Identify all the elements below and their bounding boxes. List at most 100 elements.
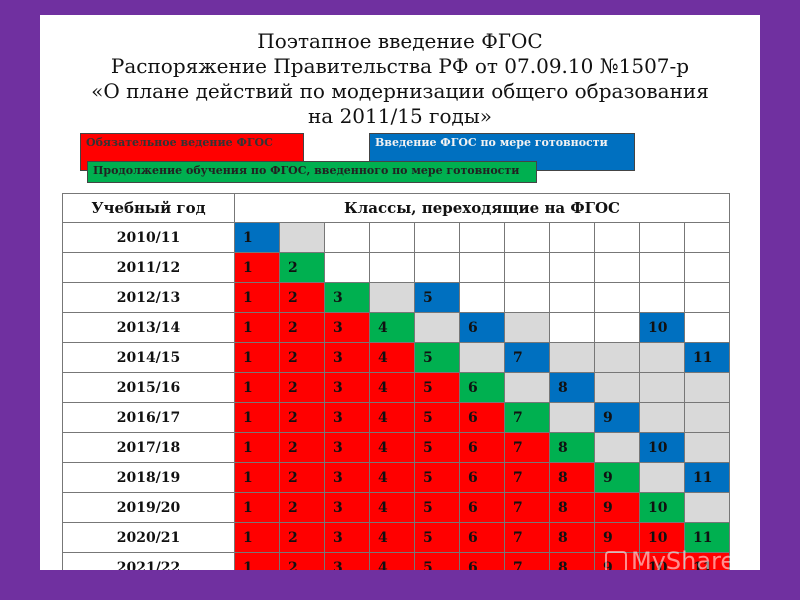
class-cell: [594, 372, 640, 403]
class-cell: [594, 222, 640, 253]
class-cell: 2: [279, 282, 325, 313]
table-header-row: Учебный год Классы, переходящие на ФГОС: [62, 193, 730, 223]
class-cell: 2: [279, 312, 325, 343]
watermark: MyShared: [605, 547, 750, 570]
class-cell: 1: [234, 222, 280, 253]
year-cell: 2013/14: [62, 312, 235, 343]
class-cell: [549, 342, 595, 373]
myshared-logo-icon: [605, 551, 627, 570]
class-cell: [684, 312, 730, 343]
class-cell: 8: [549, 462, 595, 493]
class-cell: 1: [234, 552, 280, 570]
class-cell: 11: [684, 462, 730, 493]
fgos-table: Учебный год Классы, переходящие на ФГОС …: [62, 193, 730, 570]
class-cell: [549, 222, 595, 253]
class-cell: 5: [414, 282, 460, 313]
table-row: 2017/18 1 2 3 4 5 6 7 8 10: [62, 432, 730, 463]
class-cell: 8: [549, 372, 595, 403]
class-cell: [459, 222, 505, 253]
class-cell: [279, 222, 325, 253]
class-cell: [684, 372, 730, 403]
class-cell: 2: [279, 432, 325, 463]
class-cell: 4: [369, 312, 415, 343]
class-cell: [684, 402, 730, 433]
class-cell: 8: [549, 522, 595, 553]
watermark-text: MyShared: [631, 547, 751, 570]
class-cell: 7: [504, 342, 550, 373]
class-cell: [549, 312, 595, 343]
class-cell: 8: [549, 492, 595, 523]
class-cell: [459, 282, 505, 313]
class-cell: 8: [549, 552, 595, 570]
class-cell: [414, 252, 460, 283]
class-cell: 5: [414, 462, 460, 493]
class-cell: 4: [369, 462, 415, 493]
table-row: 2014/15 1 2 3 4 5 7 11: [62, 342, 730, 373]
year-cell: 2019/20: [62, 492, 235, 523]
class-cell: [639, 372, 685, 403]
class-cell: 2: [279, 252, 325, 283]
table-row: 2018/19 1 2 3 4 5 6 7 8 9 11: [62, 462, 730, 493]
class-cell: 5: [414, 342, 460, 373]
class-cell: [414, 222, 460, 253]
class-cell: 4: [369, 342, 415, 373]
year-cell: 2014/15: [62, 342, 235, 373]
class-cell: 2: [279, 522, 325, 553]
slide-title: Поэтапное введение ФГОС Распоряжение Пра…: [40, 29, 760, 129]
class-cell: [639, 282, 685, 313]
year-cell: 2012/13: [62, 282, 235, 313]
year-cell: 2021/22: [62, 552, 235, 570]
class-cell: 9: [594, 522, 640, 553]
class-cell: 1: [234, 372, 280, 403]
class-cell: [594, 252, 640, 283]
table-row: 2020/21 1 2 3 4 5 6 7 8 9 10 11: [62, 522, 730, 553]
class-cell: 5: [414, 432, 460, 463]
class-cell: 7: [504, 462, 550, 493]
class-cell: 7: [504, 432, 550, 463]
slide: Поэтапное введение ФГОС Распоряжение Пра…: [40, 15, 760, 570]
class-cell: 5: [414, 552, 460, 570]
class-cell: 1: [234, 432, 280, 463]
title-line-3: «О плане действий по модернизации общего…: [91, 79, 709, 103]
class-cell: 5: [414, 492, 460, 523]
class-cell: [639, 342, 685, 373]
class-cell: 1: [234, 462, 280, 493]
class-cell: 1: [234, 402, 280, 433]
class-cell: 2: [279, 402, 325, 433]
class-cell: 8: [549, 432, 595, 463]
title-line-2: Распоряжение Правительства РФ от 07.09.1…: [110, 54, 690, 78]
class-cell: [639, 252, 685, 283]
class-cell: [594, 432, 640, 463]
year-cell: 2018/19: [62, 462, 235, 493]
class-cell: [504, 252, 550, 283]
class-cell: 9: [594, 492, 640, 523]
class-cell: 6: [459, 402, 505, 433]
class-cell: 2: [279, 372, 325, 403]
class-cell: 3: [324, 402, 370, 433]
class-cell: [594, 282, 640, 313]
year-cell: 2015/16: [62, 372, 235, 403]
class-cell: 1: [234, 522, 280, 553]
class-cell: 10: [639, 432, 685, 463]
class-cell: [639, 222, 685, 253]
class-cell: 3: [324, 282, 370, 313]
header-year: Учебный год: [62, 193, 235, 223]
class-cell: 5: [414, 372, 460, 403]
title-line-1: Поэтапное введение ФГОС: [257, 29, 543, 53]
class-cell: [459, 252, 505, 283]
year-cell: 2011/12: [62, 252, 235, 283]
class-cell: 3: [324, 432, 370, 463]
class-cell: 9: [594, 462, 640, 493]
class-cell: 3: [324, 372, 370, 403]
class-cell: [594, 312, 640, 343]
class-cell: [684, 282, 730, 313]
class-cell: [504, 372, 550, 403]
class-cell: 4: [369, 552, 415, 570]
class-cell: 5: [414, 402, 460, 433]
class-cell: 6: [459, 462, 505, 493]
class-cell: 3: [324, 312, 370, 343]
table-row: 2013/14 1 2 3 4 6 10: [62, 312, 730, 343]
class-cell: [549, 252, 595, 283]
class-cell: [639, 402, 685, 433]
class-cell: [594, 342, 640, 373]
